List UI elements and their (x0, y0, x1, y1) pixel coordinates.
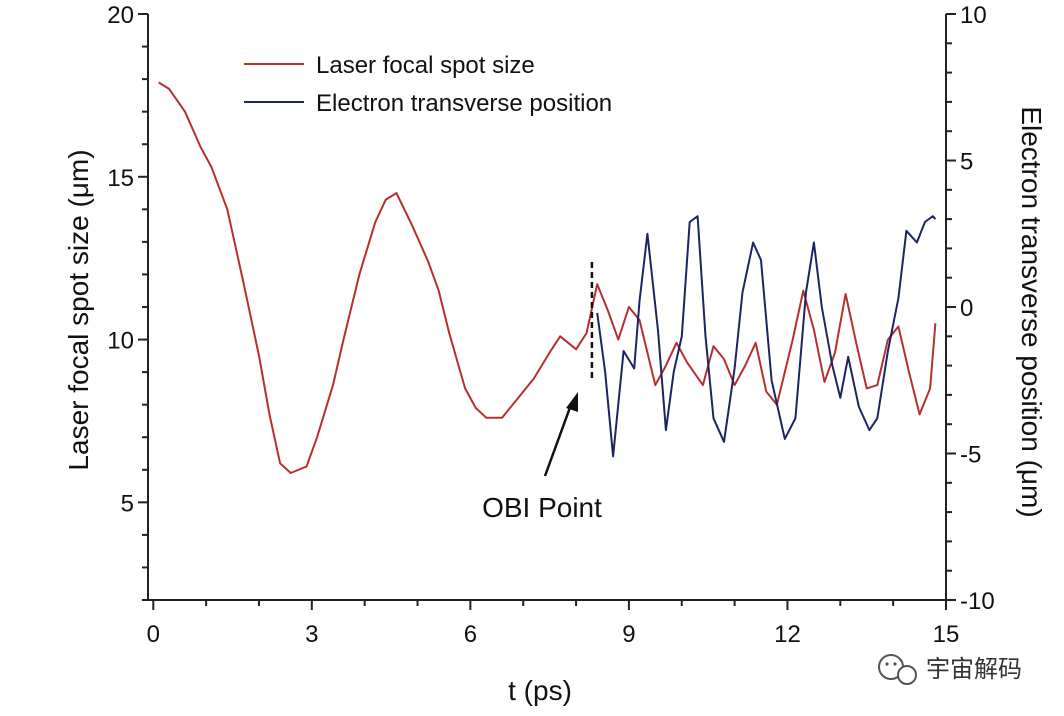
y-tick-label: 5 (121, 490, 134, 517)
x-tick-label: 15 (933, 621, 960, 648)
wechat-icon (878, 654, 917, 685)
y-axis-title-left: Laser focal spot size (μm) (63, 149, 94, 470)
legend-label-laser: Laser focal spot size (316, 52, 535, 79)
x-tick-label: 12 (774, 621, 801, 648)
series-group (158, 81, 937, 474)
x-tick-label: 9 (622, 621, 635, 648)
x-tick-label: 6 (464, 621, 477, 648)
y-axis-title-right: Electron transverse position (μm) (1016, 106, 1047, 517)
y2-tick-label: -5 (960, 442, 981, 469)
obi-point-marker (543, 262, 594, 477)
y-tick-label: 20 (107, 2, 134, 29)
y2-tick-label: 10 (960, 2, 987, 29)
annotation-obi-point: OBI Point (482, 492, 602, 523)
watermark-text: 宇宙解码 (926, 655, 1022, 683)
series-line-1 (596, 215, 937, 458)
obi-arrow-head (566, 392, 578, 412)
x-tick-label: 3 (305, 621, 318, 648)
legend-label-electron: Electron transverse position (316, 90, 612, 117)
obi-arrow-shaft (543, 401, 574, 477)
y2-tick-label: -10 (960, 588, 995, 615)
watermark: 宇宙解码 (878, 654, 1022, 685)
legend: Laser focal spot size Electron transvers… (244, 52, 612, 117)
series-line-0 (158, 81, 937, 474)
ticks: 0 3 6 9 12 15 5 10 15 20 -10 -5 0 5 10 (107, 2, 994, 648)
y2-tick-label: 5 (960, 149, 973, 176)
x-tick-label: 0 (147, 621, 160, 648)
y-tick-label: 15 (107, 165, 134, 192)
x-axis-title: t (ps) (508, 675, 572, 706)
y-tick-label: 10 (107, 328, 134, 355)
y2-tick-label: 0 (960, 295, 973, 322)
